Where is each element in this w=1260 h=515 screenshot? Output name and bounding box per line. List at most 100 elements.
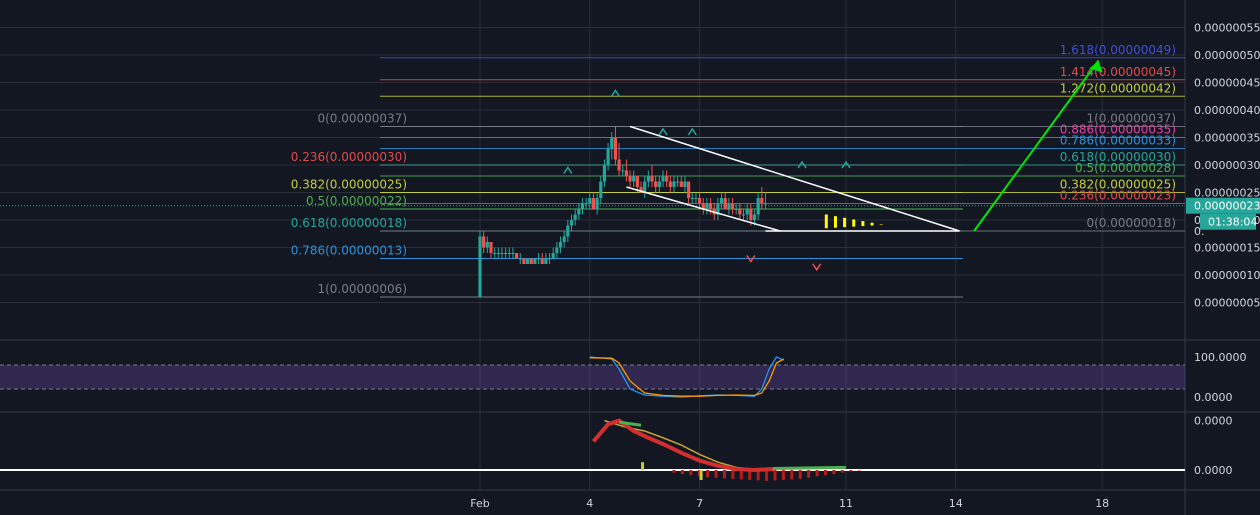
candle-body xyxy=(694,198,698,199)
macd-histogram-bar xyxy=(773,470,777,481)
candle-body xyxy=(676,181,680,183)
candle-body xyxy=(621,170,625,172)
candles xyxy=(478,126,768,297)
time-axis-tick: 11 xyxy=(839,497,853,510)
candle-body xyxy=(679,181,683,187)
candle-body xyxy=(493,253,497,254)
candle-body xyxy=(500,253,504,254)
price-axis[interactable]: 0.00000055 0.00000050 0.00000045 0.00000040… xyxy=(1186,22,1260,310)
candle-body xyxy=(734,209,738,210)
price-axis-tick: 0.00000025 xyxy=(1194,187,1260,200)
fractal-up-marker xyxy=(610,89,621,97)
candle-body xyxy=(727,203,731,209)
projection-bar xyxy=(861,221,865,227)
price-axis-tick: 0.00000040 xyxy=(1194,104,1260,117)
fractal-up-marker xyxy=(797,160,807,169)
candle-body xyxy=(698,198,702,204)
candle-body xyxy=(511,253,515,254)
macd-histogram-bar xyxy=(849,470,853,472)
fib-level-label: 0(0.00000037) xyxy=(317,112,407,126)
candle-body xyxy=(533,258,537,264)
macd-histogram-bar xyxy=(641,462,645,470)
macd-histogram-bar xyxy=(807,470,811,478)
fib-level-label: 0.236(0.00000030) xyxy=(291,150,407,164)
candle-body xyxy=(723,198,727,209)
candle-body xyxy=(639,187,643,193)
stoch-axis-label: 0.0000 xyxy=(1194,391,1233,404)
countdown-tag xyxy=(1200,213,1256,230)
candle-body xyxy=(569,220,574,226)
target-arrow-line xyxy=(973,59,1100,232)
time-axis-tick: Feb xyxy=(470,497,489,510)
countdown-label: 01:38:04 xyxy=(1208,216,1257,229)
macd-histogram-bar xyxy=(672,470,676,473)
candle-body xyxy=(646,176,650,182)
candle-body xyxy=(522,258,526,264)
time-axis-tick: 7 xyxy=(696,497,703,510)
macd-histogram-bar xyxy=(706,470,710,478)
candle-body xyxy=(558,242,563,248)
candle-body xyxy=(687,181,691,198)
macd-histogram-bar xyxy=(790,470,794,480)
fib-level-label: 0.786(0.00000013) xyxy=(291,244,407,258)
candle-body xyxy=(504,253,508,254)
candle-body xyxy=(551,253,555,259)
candle-body xyxy=(661,176,665,182)
candle-body xyxy=(478,236,482,297)
macd-histogram-bar xyxy=(714,470,718,478)
candle-body xyxy=(518,258,522,260)
drawings xyxy=(563,59,1103,272)
stoch-d-line xyxy=(589,357,785,397)
fib-level-label: 1(0.00000006) xyxy=(317,282,407,296)
stochastic-pane: 100.0000 0.0000 xyxy=(0,351,1247,404)
fib-extension-label: 1.272(0.00000042) xyxy=(1060,81,1176,95)
candle-body xyxy=(613,137,618,160)
candle-body xyxy=(595,198,599,209)
fib-extension-label: 0.236(0.00000023) xyxy=(1060,189,1176,203)
candle-body xyxy=(580,203,585,209)
candle-body xyxy=(617,159,621,171)
candle-body xyxy=(544,258,548,264)
candle-body xyxy=(536,258,541,260)
candle-body xyxy=(584,203,588,205)
candle-body xyxy=(665,176,669,182)
candle-body xyxy=(760,198,764,204)
fractal-down-marker xyxy=(746,255,756,263)
candle-body xyxy=(588,198,592,204)
candle-body xyxy=(525,258,530,264)
candle-body xyxy=(540,258,544,264)
fib-level-label: 0.5(0.00000022) xyxy=(306,194,407,208)
time-axis[interactable]: Feb 4 7 11 14 18 xyxy=(470,497,1109,510)
projection-bar xyxy=(843,217,847,228)
candle-body xyxy=(515,253,519,259)
candle-body xyxy=(624,170,628,176)
fib-extension-label: 0.382(0.00000025) xyxy=(1060,178,1176,192)
stoch-axis-label: 100.0000 xyxy=(1194,351,1247,364)
macd-cross-highlight xyxy=(618,420,642,427)
candle-body xyxy=(708,203,713,209)
fractal-up-marker xyxy=(563,166,573,174)
candle-body xyxy=(701,203,705,209)
macd-histogram-bar xyxy=(765,470,769,481)
fib-lines: 0(0.00000037) 0.236(0.00000030) 0.382(0.00… xyxy=(291,43,1185,298)
macd-histogram-bar xyxy=(699,470,703,480)
fractal-up-marker xyxy=(841,160,851,169)
candle-body xyxy=(749,209,753,220)
candle-body xyxy=(485,242,489,248)
macd-pane: 0.0000 0.0000 xyxy=(0,415,1233,481)
candle-body xyxy=(635,176,639,187)
macd-histogram-bar xyxy=(731,470,735,479)
macd-histogram-bar xyxy=(680,470,684,475)
macd-cross-highlight xyxy=(772,465,847,470)
candle-body xyxy=(672,181,676,187)
time-axis-tick: 14 xyxy=(949,497,963,510)
candle-body xyxy=(738,209,742,215)
candle-body xyxy=(489,242,493,253)
price-axis-tick: 0.00000045 xyxy=(1194,77,1260,90)
price-axis-tick-partial: 0. xyxy=(1194,225,1205,238)
candle-body xyxy=(562,236,566,242)
stoch-band xyxy=(0,365,1185,389)
current-price-tag xyxy=(1186,197,1260,214)
projection-bar xyxy=(833,216,837,228)
